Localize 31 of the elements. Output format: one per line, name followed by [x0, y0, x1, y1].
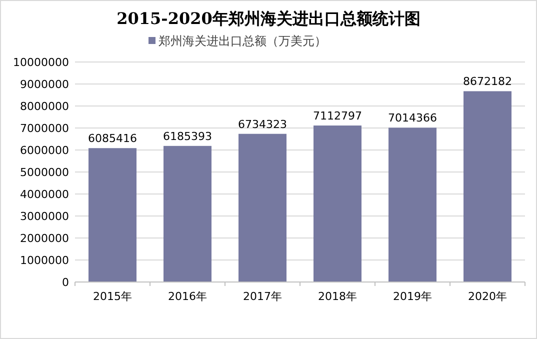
x-tick-label: 2015年: [93, 290, 132, 303]
y-tick-label: 3000000: [20, 210, 69, 223]
x-tick-label: 2017年: [243, 290, 282, 303]
bar: [388, 128, 436, 282]
x-tick-label: 2016年: [168, 290, 207, 303]
x-tick-label: 2018年: [318, 290, 357, 303]
data-label: 6085416: [88, 132, 137, 146]
y-tick-label: 0: [62, 276, 69, 289]
x-tick-label: 2019年: [393, 290, 432, 303]
y-tick-label: 5000000: [20, 166, 69, 179]
bar: [464, 91, 512, 282]
bar: [314, 126, 362, 282]
data-label: 7112797: [313, 110, 362, 123]
data-label: 6185393: [163, 130, 212, 143]
y-tick-label: 10000000: [13, 56, 69, 69]
y-tick-label: 8000000: [20, 100, 69, 113]
data-label: 6734323: [238, 118, 287, 131]
y-tick-label: 6000000: [20, 144, 69, 157]
legend-label: 郑州海关进出口总额（万美元）: [158, 34, 326, 48]
x-tick-label: 2020年: [468, 290, 507, 303]
data-label: 8672182: [463, 75, 512, 88]
y-tick-label: 7000000: [20, 122, 69, 135]
y-tick-label: 1000000: [20, 254, 69, 267]
y-tick-label: 9000000: [20, 78, 69, 91]
data-label: 7014366: [388, 112, 437, 125]
bar: [164, 146, 212, 282]
y-tick-label: 4000000: [20, 188, 69, 201]
y-tick-label: 2000000: [20, 232, 69, 245]
chart-title: 2015-2020年郑州海关进出口总额统计图: [116, 9, 420, 28]
bar: [88, 148, 136, 282]
bar: [238, 134, 286, 282]
